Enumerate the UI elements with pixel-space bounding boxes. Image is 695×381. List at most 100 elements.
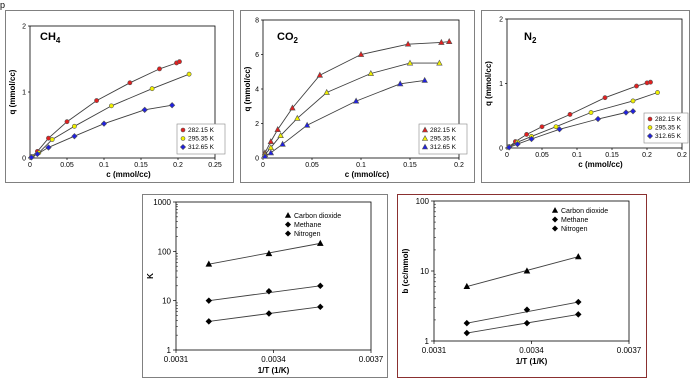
data-point-295-35-k	[109, 103, 114, 109]
y-axis-label: q (mmol/cc)	[243, 66, 252, 111]
data-point-295-35-k	[186, 71, 192, 77]
x-tick-label: 0.2	[454, 162, 464, 169]
data-point-282-15-k	[357, 50, 365, 57]
data-point-312-65-k	[34, 150, 41, 158]
y-tick-label: 4	[255, 87, 259, 94]
data-point-nitrogen	[523, 319, 531, 327]
data-point-312-65-k	[622, 109, 630, 116]
data-point-282-15-k	[127, 80, 133, 86]
data-point-312-65-k	[141, 106, 148, 113]
data-point-282-15-k	[648, 79, 653, 85]
chart-svg-ch4: 0 1 2 0 0.05 0.1 0.15 0.2 0.25 c (mmol/cc) q (mmol…	[8, 24, 226, 179]
chart-title-ch4: CH4	[40, 31, 61, 46]
plot-frame	[433, 200, 630, 342]
x-tick-label: 0.0037	[359, 355, 384, 364]
data-point-carbon-dioxide	[205, 260, 213, 267]
data-point-282-15-k	[289, 104, 296, 111]
x-tick-label: 0.0034	[519, 346, 544, 355]
data-point-295-35-k	[655, 90, 660, 95]
fit-line-carbon-dioxide	[208, 242, 321, 265]
data-point-carbon-dioxide	[316, 239, 324, 246]
y-tick-label: 100	[416, 197, 430, 206]
data-point-282-15-k	[64, 119, 70, 125]
legend-label-282-15-k: 282.15 K	[188, 127, 215, 134]
legend-marker-312-65-k	[421, 143, 429, 150]
y-axis-label: K	[146, 273, 155, 279]
data-point-282-15-k	[445, 38, 453, 44]
data-point-312-65-k	[505, 144, 513, 151]
y-axis-label: q (mmol/cc)	[8, 69, 17, 114]
chart-panel-ch4: CH4 0 1 2 0 0.05 0.1 0.15 0.2 0.25 c (mmol/cc) q (…	[5, 10, 234, 183]
data-point-295-35-k	[49, 137, 55, 142]
data-point-methane	[205, 297, 213, 304]
legend-label-carbon-dioxide: Carbon dioxide	[561, 208, 608, 215]
fit-line-312-65-k	[31, 104, 173, 158]
data-point-methane	[265, 288, 273, 295]
x-tick-label: 0.1	[356, 162, 366, 169]
data-point-295-35-k	[588, 110, 594, 115]
x-axis-label: 1/T (1/K)	[516, 357, 548, 366]
x-tick-label: 0.2	[173, 162, 183, 169]
x-tick-label: 0.05	[535, 152, 549, 159]
fit-line-nitrogen	[208, 306, 321, 322]
legend-label-methane: Methane	[294, 222, 321, 229]
fit-line-312-65-k	[264, 79, 425, 157]
x-tick-label: 0.0034	[261, 355, 286, 364]
data-point-312-65-k	[28, 154, 35, 161]
x-tick-label: 0.25	[208, 162, 222, 169]
fit-line-carbon-dioxide	[466, 256, 579, 287]
fit-line-nitrogen	[466, 313, 579, 334]
data-point-295-35-k	[294, 114, 301, 121]
legend-marker-methane	[284, 221, 292, 228]
data-point-carbon-dioxide	[574, 253, 582, 260]
data-point-295-35-k	[149, 86, 155, 92]
data-point-282-15-k	[634, 83, 639, 89]
legend-marker-nitrogen	[551, 225, 559, 232]
legend-marker-nitrogen	[284, 230, 292, 237]
y-tick-label: 1	[22, 90, 26, 97]
y-tick-label: 2	[22, 24, 26, 31]
legend-label-nitrogen: Nitrogen	[294, 231, 321, 238]
data-point-282-15-k	[267, 138, 275, 145]
legend-label-282-15-k: 282.15 K	[655, 116, 682, 123]
data-point-nitrogen	[575, 311, 582, 318]
data-point-295-35-k	[630, 98, 636, 104]
x-tick-label: 0.0037	[617, 346, 642, 355]
legend-label-295-35-k: 295.35 K	[430, 136, 457, 143]
y-tick-label: 8	[255, 18, 259, 25]
x-tick-label: 0.2	[677, 152, 687, 159]
plot-frame	[175, 201, 372, 351]
data-point-282-15-k	[177, 59, 182, 65]
legend-marker-282-15-k	[180, 127, 186, 133]
data-point-282-15-k	[438, 38, 445, 45]
data-point-312-65-k	[421, 76, 428, 83]
data-point-295-35-k	[406, 59, 414, 66]
y-tick-label: 1	[425, 337, 430, 346]
chart-panel-n2: N2 0 1 2 0 0.05 0.1 0.15 0.2 0.2 c (mmol/cc) q (mm…	[481, 10, 690, 183]
x-tick-label: 0.05	[60, 162, 74, 169]
data-point-carbon-dioxide	[265, 249, 273, 257]
data-point-312-65-k	[514, 141, 521, 148]
chart-svg-k: 1 10 100 1000 0.0031 0.0034 0.0037 1/T (1/K) K Ca…	[146, 198, 384, 375]
data-point-295-35-k	[323, 88, 330, 95]
y-tick-label: 1	[167, 346, 172, 355]
legend-marker-carbon-dioxide	[284, 212, 292, 218]
chart-title-co2: CO2	[277, 31, 298, 46]
x-tick-label: 0.0031	[164, 355, 189, 364]
data-point-312-65-k	[556, 126, 563, 133]
x-tick-label: 0.0031	[422, 346, 447, 355]
data-point-282-15-k	[524, 132, 529, 137]
data-point-312-65-k	[594, 115, 602, 123]
legend-marker-312-65-k	[179, 143, 187, 151]
x-tick-label: 0	[261, 162, 265, 169]
legend-label-312-65-k: 312.65 K	[430, 144, 457, 151]
data-point-312-65-k	[100, 120, 108, 127]
data-point-295-35-k	[277, 132, 284, 138]
legend-label-312-65-k: 312.65 K	[188, 144, 215, 151]
x-axis-label: c (mmol/cc)	[345, 170, 390, 179]
data-point-nitrogen	[317, 303, 324, 311]
y-tick-label: 0	[22, 156, 26, 163]
data-point-295-35-k	[72, 123, 77, 129]
fit-line-methane	[208, 285, 321, 302]
chart-svg-b: 1 10 100 0.0031 0.0034 0.0037 1/T (1/K) b (cc/m…	[401, 197, 642, 366]
